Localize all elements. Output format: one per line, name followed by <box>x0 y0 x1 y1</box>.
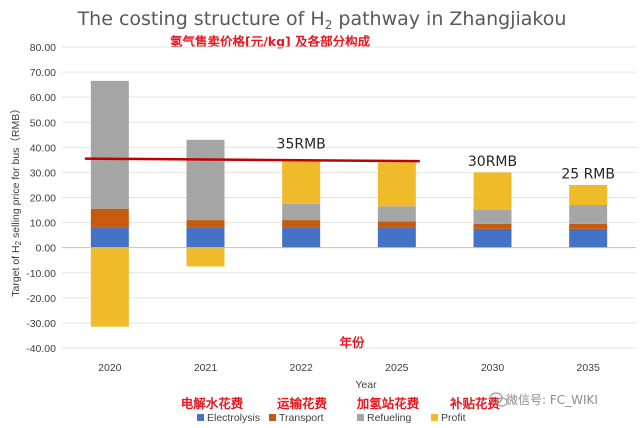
bar-profit-2020 <box>90 247 129 327</box>
x-axis-label-cn: 年份 <box>339 335 365 350</box>
bar-transport-2025 <box>377 221 416 228</box>
chart-subtitle-cn: 氢气售卖价格[元/kg] 及各部分构成 <box>170 34 371 49</box>
bar-transport-2030 <box>473 223 512 229</box>
legend-label-electrolysis: Electrolysis <box>207 412 260 424</box>
bar-profit-2030 <box>473 172 512 211</box>
bar-refueling-2035 <box>569 205 608 224</box>
x-tick-label: 2020 <box>98 362 122 374</box>
bar-electrolysis-2030 <box>473 228 512 248</box>
watermark: 微信号: FC_WIKI <box>489 392 598 407</box>
legend-cn-labels: 电解水花费 运输花费 加氢站花费 补贴花费 <box>181 396 501 411</box>
price-annotation: 35RMB <box>277 137 326 153</box>
legend-label-transport: Transport <box>279 412 324 424</box>
x-axis-label: Year <box>355 379 377 391</box>
bar-transport-2022 <box>282 220 321 228</box>
bar-electrolysis-2025 <box>377 227 416 248</box>
y-tick-label: -10.00 <box>26 268 56 280</box>
x-tick-label: 2030 <box>481 362 505 374</box>
y-axis-label: Target of H2 selling price for bus（RMB） <box>10 103 23 297</box>
y-tick-label: 20.00 <box>30 193 56 205</box>
price-annotation: 25 RMB <box>561 167 615 183</box>
bar-transport-2021 <box>186 220 225 228</box>
bar-electrolysis-2020 <box>90 227 129 248</box>
bar-electrolysis-2021 <box>186 227 225 248</box>
legend-swatch-profit <box>431 414 438 421</box>
bar-profit-2022 <box>282 159 321 204</box>
legend-swatch-transport <box>269 414 276 421</box>
x-axis: 2020 2021 2022 2025 2030 2035 <box>98 362 600 374</box>
bar-transport-2020 <box>90 208 129 228</box>
bar-refueling-2020 <box>90 80 129 209</box>
y-tick-label: 60.00 <box>30 92 56 104</box>
x-tick-label: 2022 <box>289 362 313 374</box>
legend-swatch-refueling <box>357 414 364 421</box>
y-tick-label: 40.00 <box>30 142 56 154</box>
target-price-line <box>84 157 420 163</box>
x-tick-label: 2025 <box>385 362 409 374</box>
bar-profit-2025 <box>377 162 416 207</box>
price-annotation: 30RMB <box>468 154 517 170</box>
watermark-text: 微信号: FC_WIKI <box>506 393 598 407</box>
bar-refueling-2022 <box>282 203 321 221</box>
y-tick-label: 70.00 <box>30 67 56 79</box>
legend-swatch-electrolysis <box>197 414 204 421</box>
x-tick-label: 2035 <box>576 362 600 374</box>
y-tick-label: -20.00 <box>26 293 56 305</box>
y-tick-label: 80.00 <box>30 42 56 54</box>
bar-profit-2021 <box>186 247 225 267</box>
legend-cn-profit: 补贴花费 <box>449 396 501 411</box>
bar-profit-2035 <box>569 184 608 206</box>
x-tick-label: 2021 <box>194 362 218 374</box>
bar-electrolysis-2035 <box>569 228 608 248</box>
bar-refueling-2021 <box>186 139 225 221</box>
bar-stacks <box>90 80 608 327</box>
gridlines <box>62 46 636 349</box>
legend: Electrolysis Transport Refueling Profit <box>197 412 466 424</box>
y-tick-label: 50.00 <box>30 117 56 129</box>
y-tick-label: 10.00 <box>30 218 56 230</box>
wechat-icon <box>489 392 508 407</box>
y-axis: 80.00 70.00 60.00 50.00 40.00 30.00 20.00 10.00… <box>26 42 56 355</box>
bar-electrolysis-2022 <box>282 227 321 248</box>
legend-cn-electrolysis: 电解水花费 <box>181 396 244 411</box>
legend-cn-refueling: 加氢站花费 <box>356 396 420 411</box>
bar-transport-2035 <box>569 223 608 229</box>
y-tick-label: -40.00 <box>26 343 56 355</box>
y-tick-label: 30.00 <box>30 167 56 179</box>
y-tick-label: -30.00 <box>26 318 56 330</box>
bar-refueling-2025 <box>377 206 416 222</box>
legend-label-refueling: Refueling <box>367 412 412 424</box>
legend-label-profit: Profit <box>441 412 466 424</box>
legend-cn-transport: 运输花费 <box>277 396 328 411</box>
bar-refueling-2030 <box>473 210 512 224</box>
target-price-overlay: 35RMB 30RMB 25 RMB <box>84 137 615 183</box>
y-tick-label: 0.00 <box>36 243 57 255</box>
chart-title: The costing structure of H2 pathway in Z… <box>77 8 567 32</box>
